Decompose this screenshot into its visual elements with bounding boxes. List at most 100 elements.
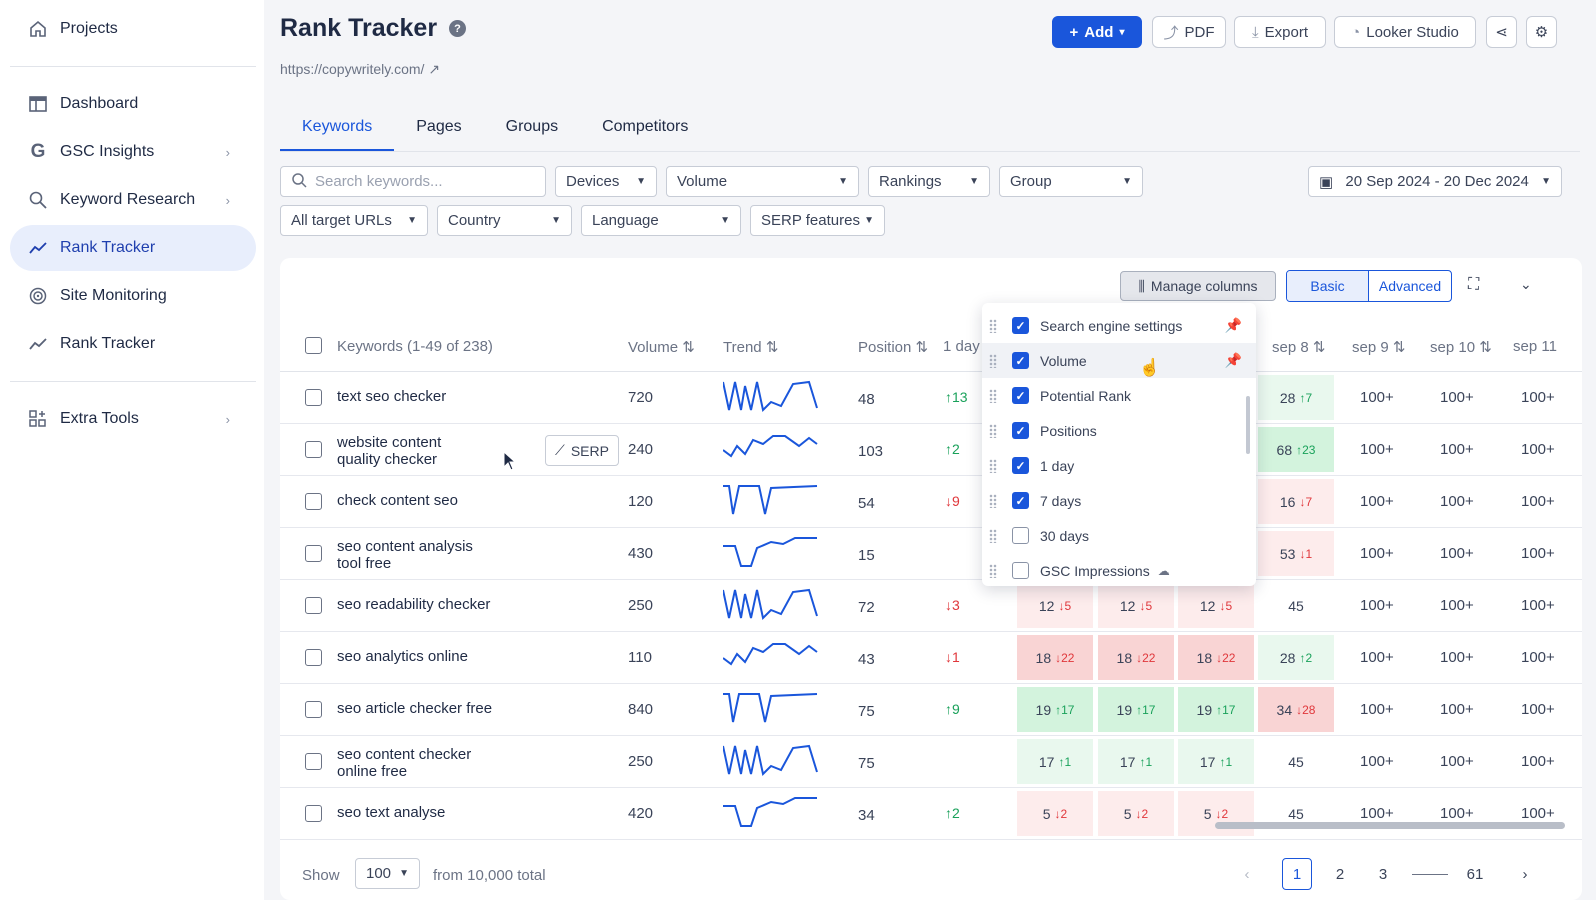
column-option[interactable]: ✓ 7 days [982,483,1256,518]
row-checkbox[interactable] [305,493,322,510]
column-trend[interactable]: Trend ⇅ [723,339,779,356]
horizontal-scrollbar[interactable] [1215,822,1565,829]
column-sep-8[interactable]: sep 8 ⇅ [1272,339,1326,356]
table-row[interactable]: seo article checker free 840 75 ↑9 19 ↑17 19 ↑1… [280,684,1582,736]
sidebar-item-dashboard[interactable]: Dashboard [10,81,256,127]
basic-view-button[interactable]: Basic [1287,271,1369,301]
table-row[interactable]: seo readability checker 250 72 ↓3 12 ↓5 12 ↓5 12… [280,580,1582,632]
column-checkbox[interactable] [1012,527,1029,544]
column-sep-11[interactable]: sep 11 [1513,338,1557,355]
column-checkbox[interactable]: ✓ [1012,457,1029,474]
column-checkbox[interactable]: ✓ [1012,422,1029,439]
project-url[interactable]: https://copywritely.com/ ↗ [280,61,441,77]
row-checkbox[interactable] [305,389,322,406]
tab-pages[interactable]: Pages [416,118,462,135]
column-option[interactable]: ✓ Positions [982,413,1256,448]
keyword-text[interactable]: seo article checker free [337,700,493,717]
column-position[interactable]: Position ⇅ [858,339,929,356]
serp-features-select[interactable]: SERP features ▼ [750,205,885,236]
table-row[interactable]: seo content checker online free 250 75 17 ↑1… [280,736,1582,788]
drag-handle-icon[interactable] [989,353,997,368]
keyword-text[interactable]: seo text analyse [337,804,446,821]
sidebar-item-rank-tracker-2[interactable]: Rank Tracker [10,321,256,367]
drag-handle-icon[interactable] [989,318,997,333]
pdf-button[interactable]: ⤴ PDF [1152,16,1226,48]
table-row[interactable]: seo analytics online 110 43 ↓1 18 ↓22 18 ↓22 18 ↓… [280,632,1582,684]
add-button[interactable]: + Add ▾ [1052,16,1142,48]
column-checkbox[interactable]: ✓ [1012,317,1029,334]
next-page-button[interactable]: › [1522,865,1528,883]
looker-studio-button[interactable]: ◔ Looker Studio [1334,16,1476,48]
country-select[interactable]: Country ▼ [437,205,572,236]
table-row[interactable]: check content seo 120 54 ↓9 16 ↓7 100+ 100+ 100+ [280,476,1582,528]
column-option[interactable]: ✓ Volume 📌 [982,343,1256,378]
drag-handle-icon[interactable] [989,563,997,578]
keyword-text[interactable]: seo readability checker [337,596,491,613]
row-checkbox[interactable] [305,701,322,718]
page-61-button[interactable]: 61 [1466,865,1484,883]
page-3-button[interactable]: 3 [1378,865,1388,883]
search-input[interactable]: Search keywords... [280,166,546,197]
target-urls-select[interactable]: All target URLs ▼ [280,205,428,236]
pin-icon[interactable]: 📌 [1224,317,1242,333]
column-checkbox[interactable]: ✓ [1012,492,1029,509]
sidebar-item-gsc-insights[interactable]: G GSC Insights › [10,129,256,175]
column-volume[interactable]: Volume ⇅ [628,339,695,356]
sidebar-item-extra-tools[interactable]: Extra Tools › [10,396,256,442]
row-checkbox[interactable] [305,545,322,562]
date-range-picker[interactable]: ▣ 20 Sep 2024 - 20 Dec 2024 ▼ [1308,166,1562,197]
table-row[interactable]: website content quality checker ⟋ SERP 240 1… [280,424,1582,476]
column-sep-9[interactable]: sep 9 ⇅ [1352,339,1406,356]
drag-handle-icon[interactable] [989,458,997,473]
row-checkbox[interactable] [305,753,322,770]
sidebar-item-site-monitoring[interactable]: Site Monitoring [10,273,256,319]
column-checkbox[interactable] [1012,562,1029,579]
fullscreen-icon[interactable]: ⛶ [1468,276,1480,293]
table-row[interactable]: text seo checker 720 48 ↑13 28 ↑7 100+ 100+ 100+ [280,372,1582,424]
column-option[interactable]: ✓ Potential Rank [982,378,1256,413]
volume-select[interactable]: Volume ▼ [666,166,859,197]
column-checkbox[interactable]: ✓ [1012,352,1029,369]
keyword-text[interactable]: seo content analysis tool free [337,538,473,572]
page-size-select[interactable]: 100 ▼ [355,858,420,889]
keyword-text[interactable]: seo analytics online [337,648,468,665]
drag-handle-icon[interactable] [989,388,997,403]
keyword-text[interactable]: seo content checker online free [337,746,472,780]
sidebar-item-projects[interactable]: Projects [10,6,256,52]
table-row[interactable]: seo content analysis tool free 430 15 53 ↓1 1… [280,528,1582,580]
tab-keywords[interactable]: Keywords [280,108,395,152]
column-option[interactable]: ✓ 1 day [982,448,1256,483]
serp-button[interactable]: ⟋ SERP [545,435,619,466]
prev-page-button[interactable]: ‹ [1244,865,1250,883]
pin-icon[interactable]: 📌 [1224,352,1242,368]
language-select[interactable]: Language ▼ [581,205,741,236]
export-button[interactable]: ⤓ Export [1234,16,1326,48]
column-option[interactable]: ✓ Search engine settings 📌 [982,308,1256,343]
drag-handle-icon[interactable] [989,493,997,508]
advanced-view-button[interactable]: Advanced [1378,278,1442,294]
column-1-day[interactable]: 1 day [943,338,980,355]
share-button[interactable]: ⋖ [1486,16,1517,48]
devices-select[interactable]: Devices ▼ [555,166,657,197]
column-option[interactable]: 30 days [982,518,1256,553]
group-select[interactable]: Group ▼ [999,166,1143,197]
settings-button[interactable]: ⚙ [1526,16,1557,48]
rankings-select[interactable]: Rankings ▼ [868,166,990,197]
select-all-checkbox[interactable] [305,337,322,354]
table-row[interactable]: seo text analyse 420 34 ↑2 5 ↓2 5 ↓2 5 ↓2 45 100+ 10… [280,788,1582,840]
sidebar-item-rank-tracker[interactable]: Rank Tracker [10,225,256,271]
row-checkbox[interactable] [305,441,322,458]
manage-columns-button[interactable]: ⫼ Manage columns [1120,271,1276,301]
keyword-text[interactable]: website content quality checker [337,434,442,468]
tab-competitors[interactable]: Competitors [602,118,689,135]
popup-scrollbar[interactable] [1246,396,1250,454]
page-2-button[interactable]: 2 [1335,865,1345,883]
keyword-text[interactable]: text seo checker [337,388,447,405]
tab-groups[interactable]: Groups [505,118,559,135]
drag-handle-icon[interactable] [989,423,997,438]
row-checkbox[interactable] [305,597,322,614]
help-icon[interactable]: ? [449,20,467,37]
page-1-button[interactable]: 1 [1282,858,1312,890]
column-checkbox[interactable]: ✓ [1012,387,1029,404]
row-checkbox[interactable] [305,649,322,666]
